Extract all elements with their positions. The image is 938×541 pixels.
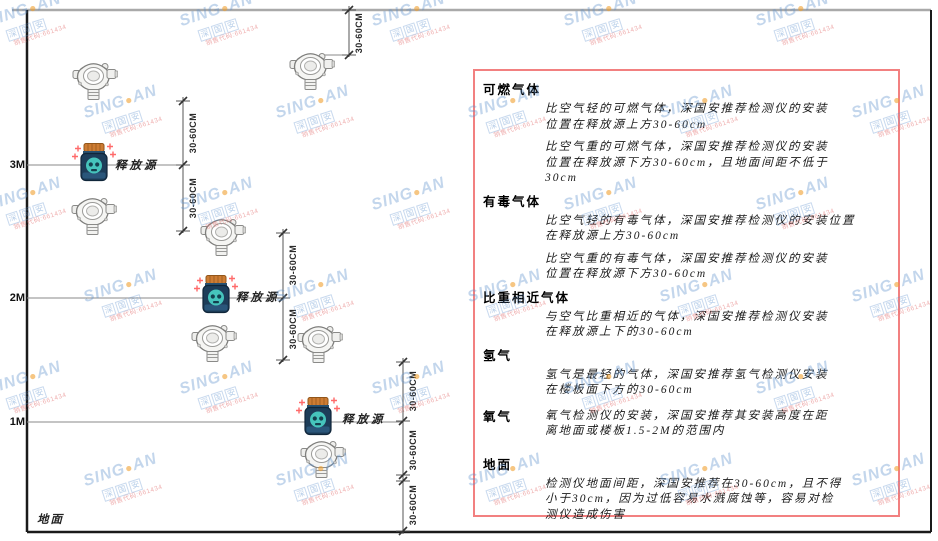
- gas-detector-icon: [191, 322, 237, 369]
- height-label-2m: 2M: [9, 292, 25, 304]
- section-heading: 地面: [483, 457, 513, 472]
- dimension-label: 30-60CM: [408, 370, 418, 412]
- section-paragraph: 检测仪地面间距，深国安推荐在30-60cm，且不得 小于30cm，因为过低容易水溅…: [545, 477, 888, 524]
- release-source-icon: [296, 396, 340, 443]
- gas-detector-icon: [72, 60, 118, 107]
- panel-section: 比重相近气体与空气比重相近的气体，深国安推荐检测仪安装 在释放源上下的30-60c…: [475, 290, 898, 341]
- panel-section: 氧气 氧气检测仪的安装，深国安推荐其安装高度在距 离地面或楼板1.5-2M的范围内: [475, 406, 898, 447]
- release-source-label: 释放源: [342, 414, 386, 426]
- gas-detector-icon: [71, 195, 117, 242]
- ground-label: 地面: [37, 514, 64, 526]
- dimension-label: 30-60CM: [354, 12, 364, 54]
- section-text-line: 检测仪地面间距，深国安推荐在30-60cm，且不得: [545, 477, 843, 490]
- info-panel: 可燃气体 比空气轻的可燃气体，深国安推荐检测仪的安装 位置在释放源上方30-60cm…: [473, 69, 900, 521]
- section-paragraph: 比空气重的有毒气体，深国安推荐检测仪的安装 位置在释放源下方30-60cm: [545, 252, 888, 283]
- dimension-label: 30-60CM: [288, 244, 298, 286]
- section-paragraph: 比空气轻的可燃气体，深国安推荐检测仪的安装 位置在释放源上方30-60cm: [545, 102, 888, 133]
- release-source-label: 释放源: [236, 292, 280, 304]
- dimension-label: 30-60CM: [288, 308, 298, 350]
- section-paragraph: 比空气重的可燃气体，深国安推荐检测仪的安装 位置在释放源下方30-60cm，且地面…: [545, 140, 888, 187]
- gas-detector-icon: [289, 50, 335, 97]
- section-text-line: 30cm: [545, 172, 578, 184]
- section-text-line: 小于30cm，因为过低容易水溅腐蚀等，容易对检: [545, 493, 835, 505]
- section-text-line: 在释放源上下的30-60cm: [545, 326, 694, 338]
- section-text-line: 在楼板面下方的30-60cm: [545, 384, 694, 396]
- section-text-line: 比空气重的有毒气体，深国安推荐检测仪的安装: [545, 252, 829, 265]
- section-paragraph: 氧气检测仪的安装，深国安推荐其安装高度在距 离地面或楼板1.5-2M的范围内: [545, 409, 888, 440]
- section-paragraph: 与空气比重相近的气体，深国安推荐检测仪安装 在释放源上下的30-60cm: [545, 310, 888, 341]
- section-heading: 有毒气体: [483, 194, 542, 209]
- dimension-label: 30-60CM: [188, 112, 198, 154]
- section-text-line: 比空气重的可燃气体，深国安推荐检测仪的安装: [545, 141, 829, 153]
- gas-detector-icon: [297, 323, 343, 370]
- panel-section: 氢气氢气是最轻的气体，深国安推荐氢气检测仪安装 在楼板面下方的30-60cm: [475, 348, 898, 399]
- section-text-line: 比空气轻的有毒气体，深国安推荐检测仪的安装位置: [545, 214, 856, 227]
- panel-sections: 可燃气体 比空气轻的可燃气体，深国安推荐检测仪的安装 位置在释放源上方30-60cm…: [475, 82, 898, 523]
- section-text-line: 离地面或楼板1.5-2M的范围内: [545, 425, 726, 437]
- panel-section: 地面检测仪地面间距，深国安推荐在30-60cm，且不得 小于30cm，因为过低容易…: [475, 457, 898, 524]
- section-heading: 比重相近气体: [483, 290, 571, 305]
- section-text-line: 位置在释放源下方30-60cm: [545, 268, 708, 280]
- section-text-line: 位置在释放源上方30-60cm: [545, 118, 708, 131]
- height-label-1m: 1M: [9, 416, 25, 428]
- section-text-line: 比空气轻的可燃气体，深国安推荐检测仪的安装: [545, 103, 829, 115]
- section-body: 氧气检测仪的安装，深国安推荐其安装高度在距 离地面或楼板1.5-2M的范围内: [545, 406, 898, 447]
- dimension-label: 30-60CM: [408, 484, 418, 526]
- release-source-icon: [72, 142, 116, 189]
- section-heading: 氢气: [483, 348, 513, 363]
- gas-detector-icon: [300, 438, 346, 485]
- panel-section: 可燃气体 比空气轻的可燃气体，深国安推荐检测仪的安装 位置在释放源上方30-60cm…: [475, 82, 898, 187]
- section-text-line: 氧气检测仪的安装，深国安推荐其安装高度在距: [545, 409, 829, 422]
- height-label-3m: 3M: [9, 159, 25, 171]
- release-source-label: 释放源: [115, 160, 159, 172]
- section-text-line: 氢气是最轻的气体，深国安推荐氢气检测仪安装: [545, 368, 829, 381]
- section-paragraph: 氢气是最轻的气体，深国安推荐氢气检测仪安装 在楼板面下方的30-60cm: [545, 368, 888, 399]
- section-paragraph: 比空气轻的有毒气体，深国安推荐检测仪的安装位置 在释放源上方30-60cm: [545, 214, 888, 245]
- section-text-line: 与空气比重相近的气体，深国安推荐检测仪安装: [545, 310, 829, 323]
- dimension-label: 30-60CM: [188, 177, 198, 219]
- dimension-label: 30-60CM: [408, 429, 418, 471]
- section-text-line: 位置在释放源下方30-60cm，且地面间距不低于: [545, 156, 829, 169]
- panel-section: 有毒气体 比空气轻的有毒气体，深国安推荐检测仪的安装位置 在释放源上方30-60cm…: [475, 194, 898, 283]
- release-source-icon: [194, 274, 238, 321]
- section-heading: 可燃气体: [483, 83, 542, 97]
- section-heading: 氧气: [483, 409, 513, 424]
- section-text-line: 在释放源上方30-60cm: [545, 230, 681, 242]
- gas-detector-icon: [200, 216, 246, 263]
- section-text-line: 测仪造成伤害: [545, 508, 626, 521]
